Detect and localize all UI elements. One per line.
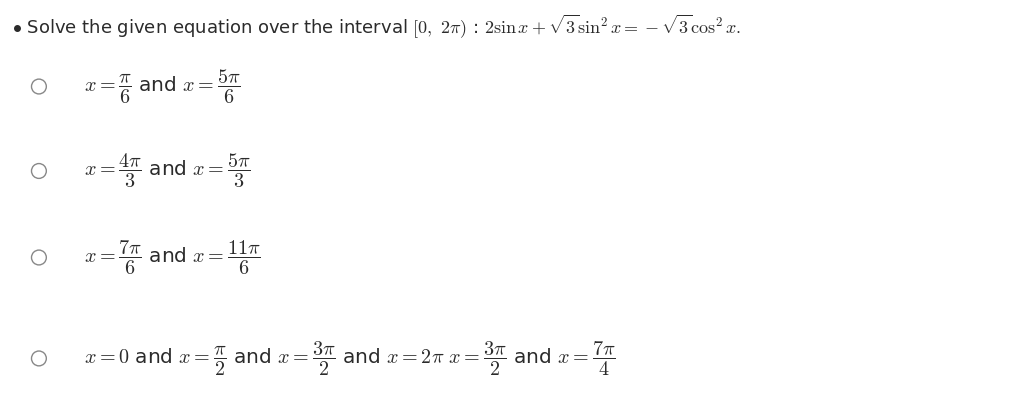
Text: $\bullet$ Solve the given equation over the interval $[0,\ 2\pi)$ : $2\sin x + \: $\bullet$ Solve the given equation over … [12, 12, 741, 40]
Text: $x = \dfrac{7\pi}{6}$ and $x = \dfrac{11\pi}{6}$: $x = \dfrac{7\pi}{6}$ and $x = \dfrac{11… [84, 239, 261, 276]
Text: $x = 0$ and $x = \dfrac{\pi}{2}$ and $x = \dfrac{3\pi}{2}$ and $x = 2\pi$ $x = \: $x = 0$ and $x = \dfrac{\pi}{2}$ and $x … [84, 339, 615, 377]
Text: $x = \dfrac{\pi}{6}$ and $x = \dfrac{5\pi}{6}$: $x = \dfrac{\pi}{6}$ and $x = \dfrac{5\p… [84, 68, 241, 105]
Text: $x = \dfrac{4\pi}{3}$ and $x = \dfrac{5\pi}{3}$: $x = \dfrac{4\pi}{3}$ and $x = \dfrac{5\… [84, 152, 251, 190]
